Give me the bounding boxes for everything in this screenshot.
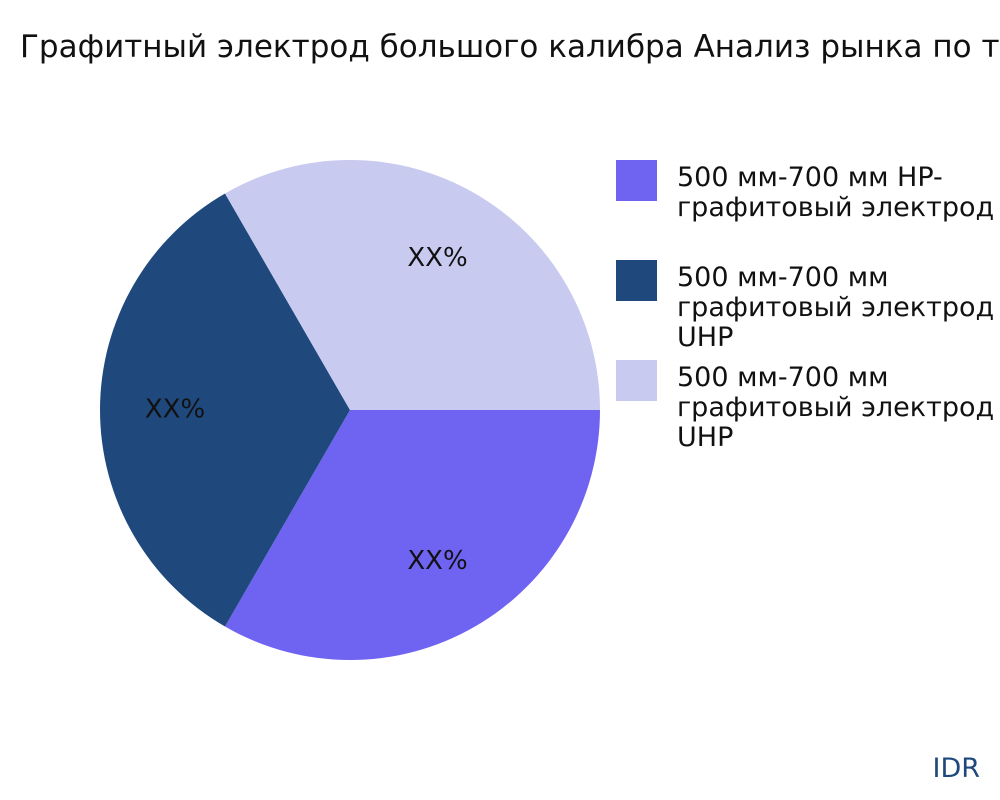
legend-item: 500 мм-700 мм графитовый электрод UHP — [616, 260, 1000, 360]
legend-item: 500 мм-700 мм HP-графитовый электрод — [616, 160, 1000, 260]
legend-label: 500 мм-700 мм графитовый электрод UHP — [677, 362, 995, 453]
data-label: XX% — [407, 243, 467, 273]
data-label: XX% — [145, 395, 205, 425]
legend-swatch — [616, 360, 657, 401]
legend: 500 мм-700 мм HP-графитовый электрод 500 … — [616, 160, 1000, 460]
pie-slice — [225, 410, 600, 660]
legend-swatch — [616, 160, 657, 201]
legend-swatch — [616, 260, 657, 301]
chart-title: Графитный электрод большого калибра Анал… — [20, 29, 1000, 65]
source: IDR — [932, 753, 980, 784]
legend-item: 500 мм-700 мм графитовый электрод UHP — [616, 360, 1000, 460]
legend-label: 500 мм-700 мм HP-графитовый электрод — [677, 162, 995, 223]
data-label: XX% — [407, 546, 467, 576]
legend-label: 500 мм-700 мм графитовый электрод UHP — [677, 262, 995, 353]
pie-slice — [225, 160, 600, 410]
